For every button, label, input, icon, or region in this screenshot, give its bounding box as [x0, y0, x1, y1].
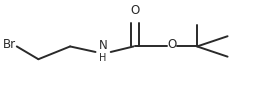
- Text: O: O: [167, 38, 176, 51]
- Text: Br: Br: [3, 38, 16, 51]
- Text: O: O: [130, 4, 140, 17]
- Text: H: H: [99, 53, 107, 63]
- Text: N: N: [99, 39, 107, 52]
